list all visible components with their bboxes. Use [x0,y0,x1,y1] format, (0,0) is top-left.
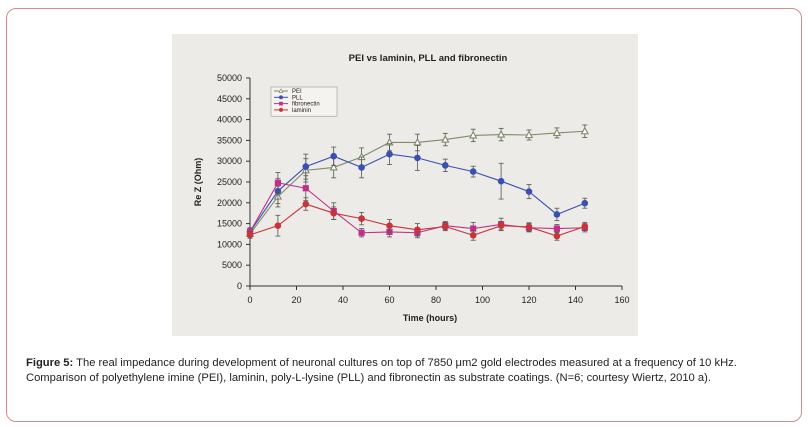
data-point-pll [525,188,533,195]
data-point-pei [441,134,450,143]
data-point-pei [580,126,589,135]
line-chart: PEI vs laminin, PLL and fibronectin Re Z… [193,53,630,323]
y-axis-label: Re Z (Ohm) [193,158,203,207]
data-point-laminin [330,209,338,217]
y-tick-label: 5000 [222,260,242,270]
series-pll [246,143,589,237]
data-point-pll [442,162,449,169]
data-point-pll [469,168,477,175]
x-tick-label: 0 [247,295,252,305]
y-tick-label: 15000 [217,219,242,229]
data-point-laminin [581,223,589,230]
x-tick-label: 140 [568,295,583,305]
data-point-laminin [246,231,254,239]
x-axis-label: Time (hours) [403,313,457,323]
data-point-laminin [525,223,533,231]
data-point-laminin [442,223,449,230]
data-point-fibronectin [302,185,309,192]
x-tick-label: 80 [431,295,441,305]
y-tick-label: 10000 [217,239,242,249]
data-point-pei [524,130,534,139]
caption-text: The real impedance during development of… [26,357,737,384]
legend-label-pei: PEI [292,89,302,95]
data-point-pll [302,163,310,170]
x-tick-label: 60 [384,295,394,305]
data-point-pll [581,199,589,207]
caption-label: Figure 5: [26,357,74,369]
series-pei [245,124,589,239]
data-point-pll [358,164,365,171]
x-tick-label: 100 [475,295,490,305]
legend-marker-fibronectin [279,101,283,106]
series-laminin [246,197,589,241]
data-point-pll [553,211,561,218]
data-point-pll [386,150,393,158]
data-point-fibronectin [553,225,560,232]
legend-label-fibronectin: fibronectin [292,102,320,108]
x-tick-label: 40 [338,295,348,305]
y-tick-label: 40000 [217,115,242,125]
legend-label-pll: PLL [292,95,303,101]
series-layer [245,124,589,241]
data-point-laminin [553,232,561,240]
legend-marker-laminin [279,107,283,112]
data-point-laminin [497,222,505,229]
x-tick-label: 160 [614,295,629,305]
data-point-pei [413,137,422,146]
data-point-pll [414,154,421,162]
x-tick-label: 120 [521,295,536,305]
data-point-pll [330,152,338,160]
y-tick-label: 20000 [217,198,242,208]
data-point-pei [469,130,478,139]
data-point-laminin [358,215,365,222]
data-point-pei [329,162,338,171]
data-point-laminin [274,222,282,229]
legend-marker-shape [279,107,283,112]
y-tick-label: 25000 [217,177,242,187]
y-tick-label: 45000 [217,94,242,104]
y-tick-label: 50000 [217,73,242,83]
legend-marker-shape [279,101,283,106]
axes: 0 5000 10000 15000 20000 25000 30000 35000 40000… [217,73,630,305]
legend-marker-pll [279,95,283,100]
y-tick-label: 30000 [217,156,242,166]
data-point-pll [497,177,505,185]
data-point-laminin [386,222,393,229]
y-tick-label: 35000 [217,135,242,145]
data-point-laminin [302,200,310,208]
data-point-pei [552,128,562,136]
legend-label-laminin: laminin [292,108,311,114]
figure-caption: Figure 5: The real impedance during deve… [26,356,786,385]
legend-marker-shape [279,95,283,100]
legend-marker-shape [278,88,284,93]
data-point-laminin [469,231,477,239]
data-point-pei [496,129,506,138]
y-tick-label: 0 [237,281,242,291]
data-point-fibronectin [358,229,365,236]
x-tick-label: 20 [291,295,301,305]
chart-title: PEI vs laminin, PLL and fibronectin [349,53,508,64]
data-point-laminin [414,226,421,234]
data-point-fibronectin [274,179,281,186]
legend-marker-pei [278,88,284,93]
